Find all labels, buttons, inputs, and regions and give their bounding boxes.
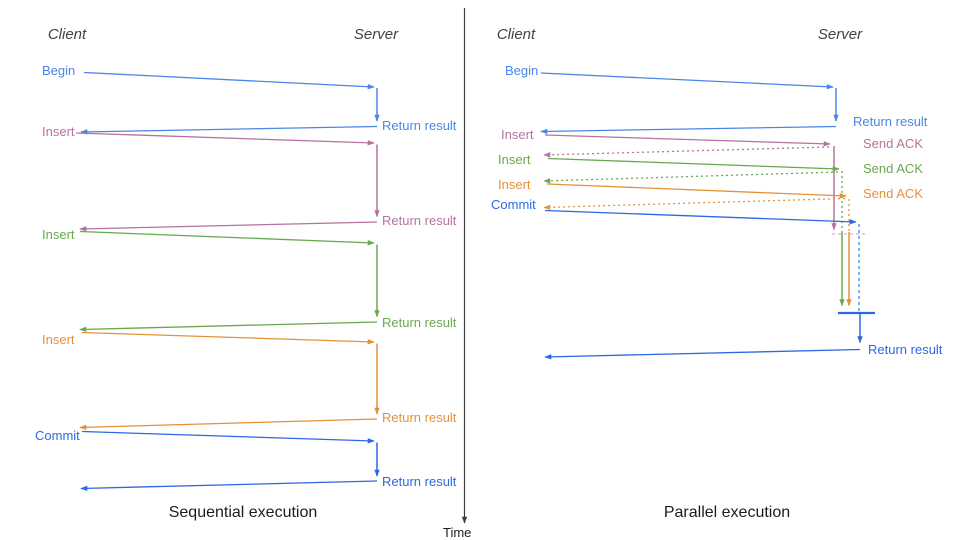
insert-2-label: Insert: [498, 152, 531, 167]
begin-label: Begin: [42, 63, 75, 78]
return-result-1-label: Return result: [853, 114, 928, 129]
parallel-diagram: Begin Insert Insert Insert Commit Return resu…: [491, 63, 943, 360]
insert-1-request-arrow: [75, 132, 375, 146]
parallel-client-header: Client: [496, 26, 536, 43]
insert-3-return-arrow: [79, 418, 378, 431]
commit-label: Commit: [491, 197, 536, 212]
sequential-server-header: Server: [353, 26, 399, 43]
begin-request-arrow: [540, 72, 834, 90]
commit-return-arrow: [80, 480, 378, 492]
return-result-4-label: Return result: [382, 410, 457, 425]
sequential-title: Sequential execution: [168, 504, 318, 521]
send-ack-3-label: Send ACK: [863, 186, 923, 201]
insert-1-ack-arrow: [543, 146, 830, 158]
insert-2-request-arrow: [547, 157, 840, 172]
return-result-3-label: Return result: [382, 315, 457, 330]
time-axis-label: Time: [443, 525, 472, 540]
insert-1-label: Insert: [501, 127, 534, 142]
insert-3-label: Insert: [42, 332, 75, 347]
return-result-2-label: Return result: [868, 342, 943, 357]
sequential-client-header: Client: [47, 26, 87, 43]
insert-2-request-arrow: [79, 230, 375, 246]
insert-3-label: Insert: [498, 177, 531, 192]
insert-3-ack-arrow: [543, 197, 846, 211]
return-result-2-label: Return result: [382, 213, 457, 228]
return-result-5-label: Return result: [382, 474, 457, 489]
insert-2-label: Insert: [42, 227, 75, 242]
commit-request-arrow: [544, 209, 857, 225]
parallel-server-header: Server: [817, 26, 863, 43]
return-result-1-label: Return result: [382, 118, 457, 133]
insert-2-return-arrow: [79, 321, 378, 333]
begin-request-arrow: [83, 71, 375, 90]
sequential-diagram: Begin Insert Insert Insert Commit Return resu…: [35, 63, 457, 492]
insert-3-request-arrow: [81, 331, 375, 345]
begin-return-arrow: [540, 125, 837, 135]
insert-3-request-arrow: [546, 183, 847, 199]
parallel-title: Parallel execution: [663, 504, 791, 521]
begin-label: Begin: [505, 63, 538, 78]
insert-1-label: Insert: [42, 124, 75, 139]
send-ack-1-label: Send ACK: [863, 136, 923, 151]
commit-request-arrow: [81, 430, 375, 444]
insert-1-request-arrow: [544, 134, 831, 147]
insert-1-return-arrow: [79, 221, 378, 232]
insert-2-ack-arrow: [543, 171, 839, 184]
commit-return-arrow: [544, 348, 861, 360]
send-ack-2-label: Send ACK: [863, 161, 923, 176]
begin-return-arrow: [80, 125, 378, 135]
commit-label: Commit: [35, 428, 80, 443]
